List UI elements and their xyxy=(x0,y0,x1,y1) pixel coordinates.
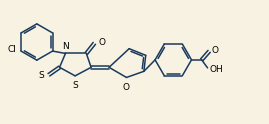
Text: O: O xyxy=(212,46,219,55)
Text: O: O xyxy=(98,37,105,46)
Text: N: N xyxy=(62,42,69,51)
Text: Cl: Cl xyxy=(7,45,16,54)
Text: S: S xyxy=(38,71,44,80)
Text: S: S xyxy=(72,81,78,90)
Text: O: O xyxy=(123,83,130,92)
Text: OH: OH xyxy=(210,65,224,74)
